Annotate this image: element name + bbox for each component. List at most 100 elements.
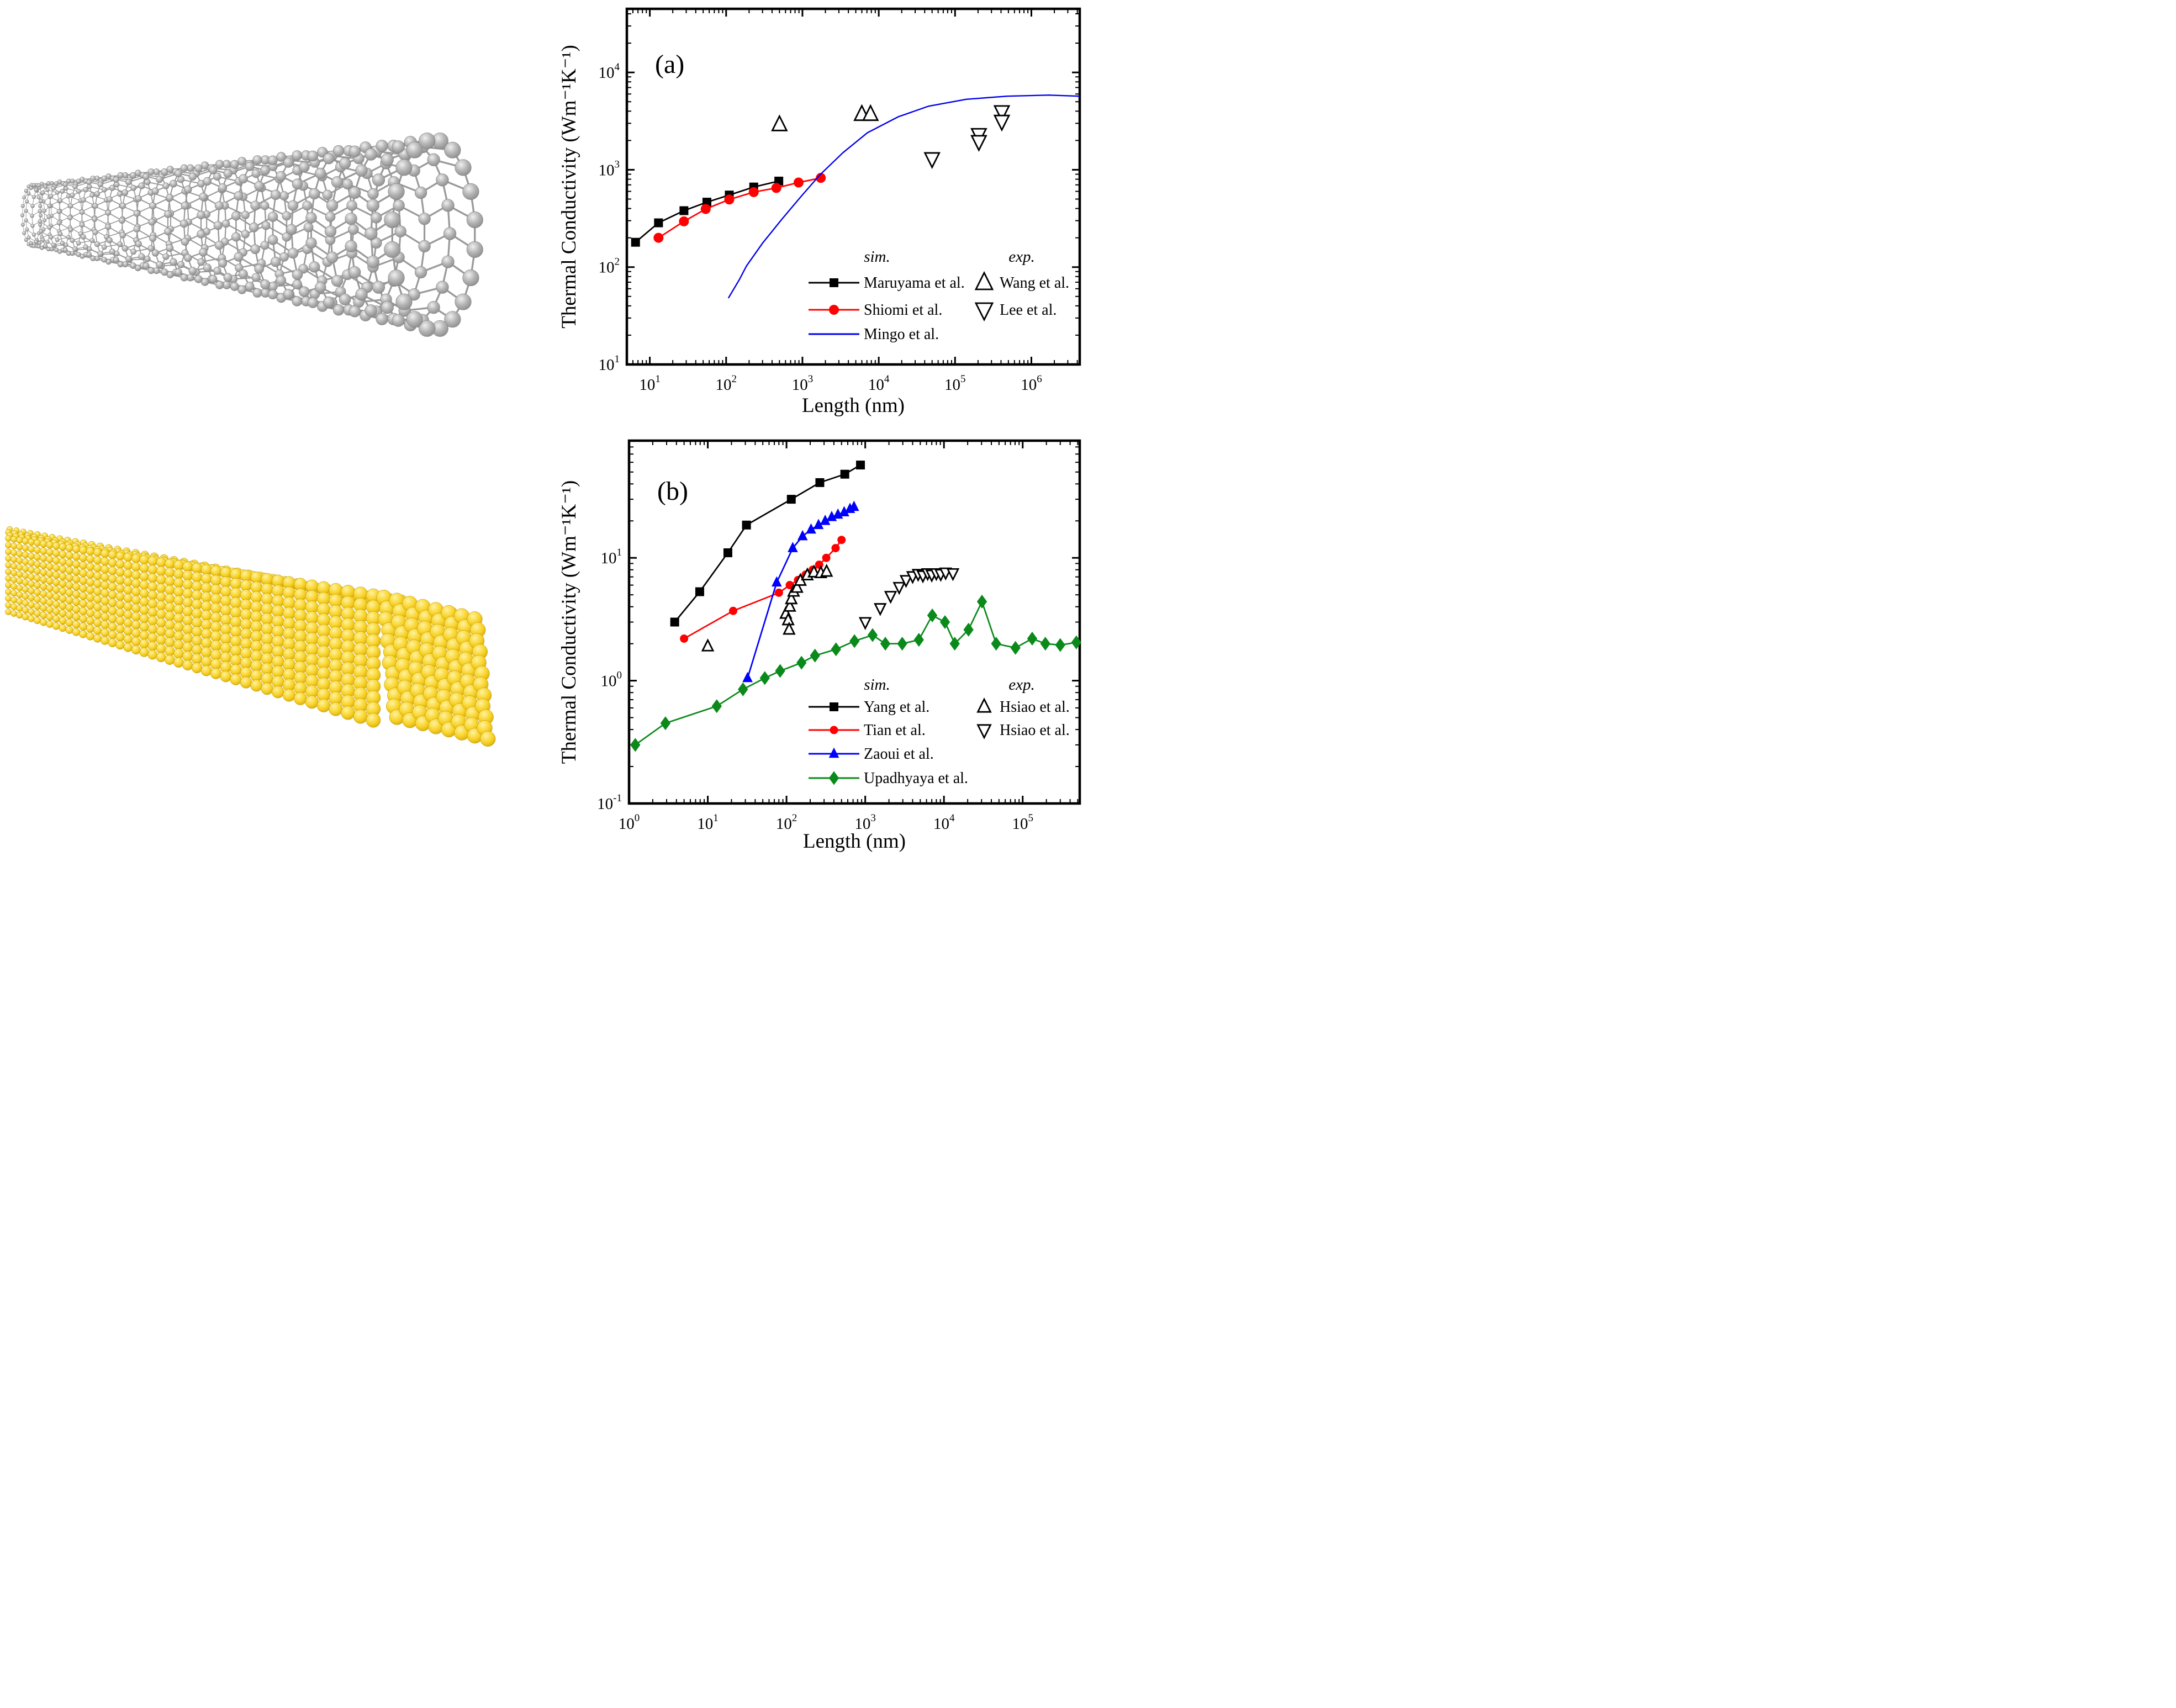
gold-atom [123,552,133,562]
gold-atom [173,622,184,632]
carbon-atom [76,240,81,246]
gold-atom [108,582,117,591]
gold-atom [131,595,141,605]
gold-atom [139,639,149,649]
gold-atom [59,624,67,632]
gold-atom [72,597,81,606]
carbon-atom [60,240,65,246]
gold-atom [101,628,109,637]
gold-atom [123,594,133,603]
carbon-atom [117,172,124,178]
gold-atom [115,608,125,617]
gold-atom [46,584,54,592]
data-point-upadhyaya [976,594,987,609]
carbon-atom [27,192,31,196]
gold-atom [34,546,41,554]
carbon-atom [194,164,203,172]
carbon-atom [31,195,36,199]
gold-atom [123,618,133,628]
carbon-atom [323,153,335,165]
gold-atom [147,590,157,600]
gold-atom [108,590,117,600]
carbon-atom [418,240,431,252]
data-point-lee [993,114,1011,132]
carbon-atom [466,211,483,229]
gold-atom [28,552,35,560]
carbon-atom [254,263,265,274]
gold-atom [93,564,102,573]
carbon-atom [366,199,379,212]
gold-atom [65,611,73,619]
gold-atom [28,580,35,588]
gold-atom [101,565,109,574]
y-tick-label: 101 [599,353,620,374]
gold-atom [123,560,133,570]
gold-atom [93,595,102,604]
gold-atom [46,606,54,614]
carbon-atom [156,261,163,268]
gold-atom [52,564,60,572]
legend-symbol-shiomi [829,305,839,315]
carbon-atom [94,241,101,247]
legend-label-hsiao-up: Hsiao et al. [1000,699,1070,716]
gold-atom [123,634,133,644]
carbon-atom [213,172,221,181]
series-zaoui [742,500,859,683]
carbon-atom [24,189,28,193]
gold-atom [34,567,41,575]
axis-ticks-b [629,441,1080,803]
data-point-hsiao-down [946,568,960,581]
gold-atom [5,581,12,589]
gold-atom [28,608,35,615]
gold-atom [305,695,319,709]
carbon-atom [393,199,405,211]
gold-atom [191,617,203,628]
gold-atom [5,602,12,609]
gold-atom [5,609,12,615]
figure-page: 101 102 103 104 105 106 101 102 103 104 Length (nm… [0,0,1088,854]
carbon-atom [117,191,123,197]
gold-atom [16,570,23,578]
gold-atom [46,577,54,585]
carbon-atom [346,200,357,211]
gold-atom [22,572,29,579]
carbon-atom [147,168,155,176]
legend-symbol-wang [974,271,994,290]
carbon-atom [92,203,98,209]
gold-atom [131,553,141,563]
data-point-yang [695,587,704,596]
carbon-atom [149,235,157,242]
carbon-atom [68,203,73,209]
carbon-atom [36,244,41,248]
carbon-atom [466,241,483,258]
gold-atom [230,673,242,685]
gold-atom [72,628,81,636]
gold-atom [22,606,29,614]
gold-atom [131,645,141,655]
gold-atom [147,556,157,566]
carbon-atom [441,255,455,268]
gold-atom [131,570,141,580]
gold-atom [191,590,203,601]
data-point-hsiao-up [783,621,796,635]
carbon-atom [144,256,151,262]
carbon-atom [56,220,62,226]
gold-atom [131,612,141,621]
x-tick-label: 102 [776,812,797,833]
data-point-zaoui [788,542,798,552]
carbon-atom [30,224,35,228]
gold-atom [173,639,184,650]
carbon-atom [287,200,299,211]
legend-label-zaoui: Zaoui et al. [864,745,934,763]
carbon-atom [355,288,368,301]
gold-atom [220,670,232,683]
carbon-atom [388,183,405,200]
carbon-atom [307,150,319,162]
carbon-atom [148,218,156,226]
legend-label-lee: Lee et al. [1000,302,1057,319]
carbon-atom [326,251,339,263]
gold-atom [182,588,193,599]
gold-atom [316,699,331,712]
gold-atom [200,647,212,658]
gold-atom [16,578,23,585]
